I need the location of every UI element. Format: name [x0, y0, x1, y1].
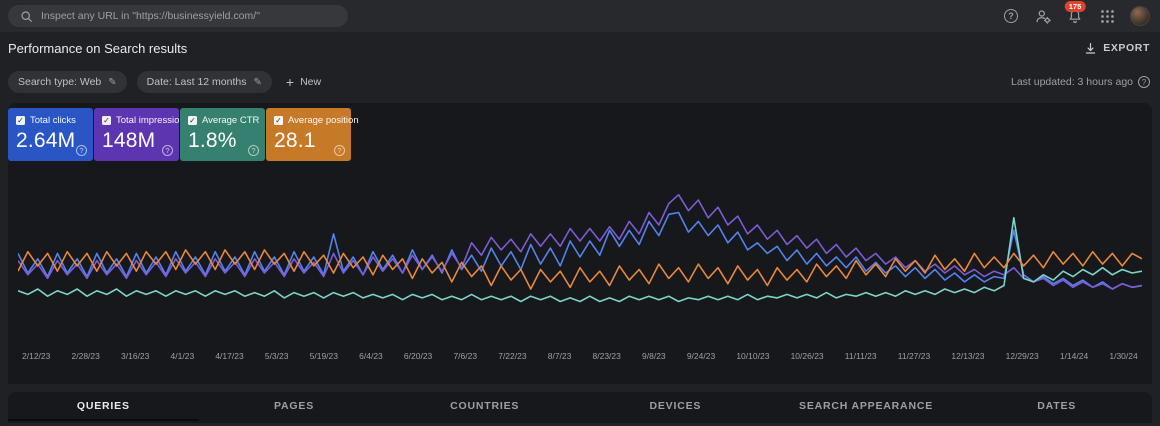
- x-axis-tick: 8/7/23: [547, 351, 572, 361]
- last-updated-help-icon[interactable]: ?: [1138, 76, 1150, 88]
- tab-search-appearance[interactable]: SEARCH APPEARANCE: [799, 399, 934, 412]
- x-axis-tick: 4/1/23: [170, 351, 195, 361]
- search-icon: [21, 10, 32, 22]
- x-axis-tick: 7/22/23: [498, 351, 527, 361]
- x-axis-tick: 11/27/23: [897, 351, 931, 361]
- edit-pencil-icon: ✎: [108, 76, 117, 88]
- metric-label: Average position: [288, 115, 359, 126]
- notifications-button[interactable]: 175: [1064, 1, 1086, 25]
- x-axis-tick: 9/8/23: [642, 351, 666, 361]
- help-icon: ?: [1004, 9, 1018, 23]
- help-button[interactable]: ?: [1002, 7, 1020, 25]
- x-axis-tick: 6/4/23: [359, 351, 383, 361]
- x-axis-tick: 4/17/23: [215, 351, 244, 361]
- x-axis-tick: 11/11/23: [844, 351, 877, 361]
- checkbox-checked-icon[interactable]: ✓: [274, 115, 283, 125]
- account-avatar[interactable]: [1130, 6, 1150, 26]
- last-updated-status: Last updated: 3 hours ago ?: [1011, 76, 1150, 88]
- metric-value: 1.8%: [188, 129, 237, 152]
- tab-countries[interactable]: COUNTRIES: [450, 399, 520, 412]
- performance-chart-panel: ✓ Total clicks 2.64M ? ✓ Total impressio…: [8, 103, 1152, 384]
- performance-line-chart[interactable]: [18, 168, 1142, 346]
- user-settings-icon: [1035, 9, 1051, 24]
- metric-value: 2.64M: [16, 129, 76, 152]
- table-tabs: QUERIES PAGES COUNTRIES DEVICES SEARCH APPEA…: [8, 392, 1152, 421]
- apps-grid-button[interactable]: [1098, 7, 1116, 25]
- metric-value: 28.1: [274, 129, 316, 152]
- date-range-filter-chip[interactable]: Date: Last 12 months ✎: [136, 71, 272, 93]
- x-axis-tick: 1/30/24: [1109, 351, 1138, 361]
- tab-devices[interactable]: DEVICES: [649, 399, 702, 412]
- metric-card-total-impressions[interactable]: ✓ Total impressions 148M ?: [94, 108, 189, 161]
- edit-pencil-icon: ✎: [253, 76, 262, 88]
- search-placeholder: Inspect any URL in "https://businessyiel…: [41, 10, 260, 22]
- chart-series-total-impressions: [18, 193, 1142, 290]
- checkbox-checked-icon[interactable]: ✓: [16, 115, 25, 125]
- search-type-filter-label: Search type: Web: [18, 76, 102, 88]
- metric-value: 148M: [102, 129, 156, 152]
- chart-series-average-position: [18, 249, 1142, 290]
- x-axis-tick: 7/6/23: [453, 351, 478, 361]
- metric-label: Total impressions: [116, 115, 190, 126]
- filter-bar: Search type: Web ✎ Date: Last 12 months …: [0, 62, 1160, 102]
- user-settings-button[interactable]: [1034, 7, 1052, 25]
- app-bar: Inspect any URL in "https://businessyiel…: [0, 0, 1160, 32]
- x-axis-tick: 2/12/23: [22, 351, 51, 361]
- app-bar-actions: ? 175: [1002, 1, 1152, 26]
- metric-help-icon[interactable]: ?: [162, 145, 173, 156]
- metric-label: Total clicks: [30, 115, 76, 126]
- tab-dates[interactable]: DATES: [1037, 399, 1077, 412]
- plus-icon: +: [285, 74, 295, 90]
- chart-series-average-ctr: [18, 216, 1142, 303]
- x-axis-tick: 10/10/23: [736, 351, 770, 361]
- new-filter-button[interactable]: + New: [282, 75, 325, 89]
- x-axis-tick: 5/3/23: [264, 351, 289, 361]
- search-type-filter-chip[interactable]: Search type: Web ✎: [8, 71, 127, 93]
- download-icon: [1086, 42, 1096, 54]
- export-label: EXPORT: [1103, 42, 1150, 54]
- chart-series-total-clicks: [18, 211, 1142, 290]
- x-axis-tick: 12/29/23: [1005, 351, 1039, 361]
- url-inspect-search-input[interactable]: Inspect any URL in "https://businessyiel…: [8, 5, 348, 27]
- metric-card-total-clicks[interactable]: ✓ Total clicks 2.64M ?: [8, 108, 93, 161]
- page-title: Performance on Search results: [8, 40, 188, 56]
- dimensions-table-panel: QUERIES PAGES COUNTRIES DEVICES SEARCH APPEA…: [8, 392, 1152, 426]
- x-axis-tick: 1/14/24: [1059, 351, 1089, 361]
- x-axis-tick: 9/24/23: [686, 351, 716, 361]
- x-axis-tick: 5/19/23: [309, 351, 338, 361]
- last-updated-text: Last updated: 3 hours ago: [1010, 76, 1133, 88]
- x-axis-tick: 8/23/23: [592, 351, 621, 361]
- notification-badge: 175: [1064, 1, 1086, 12]
- x-axis-tick: 12/13/23: [951, 351, 985, 361]
- x-axis-tick: 10/26/23: [790, 351, 824, 361]
- tab-queries[interactable]: QUERIES: [8, 392, 199, 421]
- x-axis-labels: 2/12/23 2/28/23 3/16/23 4/1/23 4/17/23 5/3/23…: [22, 351, 1138, 361]
- x-axis-tick: 3/16/23: [121, 351, 150, 361]
- metric-help-icon[interactable]: ?: [334, 145, 345, 156]
- metric-label: Average CTR: [202, 115, 260, 126]
- checkbox-checked-icon[interactable]: ✓: [102, 115, 111, 125]
- x-axis-tick: 6/20/23: [403, 351, 433, 361]
- new-filter-label: New: [300, 76, 322, 88]
- metric-card-average-ctr[interactable]: ✓ Average CTR 1.8% ?: [180, 108, 265, 161]
- checkbox-checked-icon[interactable]: ✓: [188, 115, 197, 125]
- metric-help-icon[interactable]: ?: [76, 145, 87, 156]
- metric-help-icon[interactable]: ?: [248, 145, 259, 156]
- report-header: Performance on Search results EXPORT: [0, 34, 1160, 62]
- table-header-strip: [8, 423, 1152, 426]
- export-button[interactable]: EXPORT: [1084, 42, 1150, 55]
- tab-pages[interactable]: PAGES: [274, 399, 314, 412]
- date-range-filter-label: Date: Last 12 months: [146, 76, 247, 88]
- metric-card-average-position[interactable]: ✓ Average position 28.1 ?: [266, 108, 359, 161]
- metric-cards: ✓ Total clicks 2.64M ? ✓ Total impressio…: [8, 103, 1152, 161]
- x-axis-tick: 2/28/23: [71, 351, 100, 361]
- apps-grid-icon: [1100, 9, 1114, 23]
